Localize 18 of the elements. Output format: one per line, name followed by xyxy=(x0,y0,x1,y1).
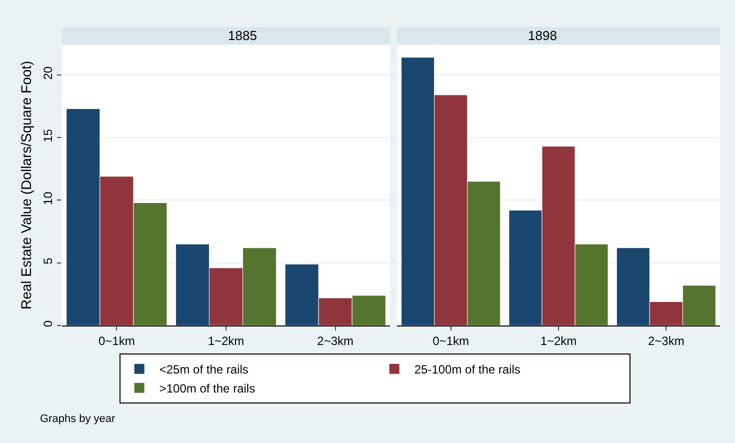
y-tick-label: 0 xyxy=(41,320,56,328)
x-tick-label: 2~3km xyxy=(648,334,684,348)
chart-title: 1885 xyxy=(228,28,257,43)
text: Graphs by year xyxy=(40,413,116,425)
y-tick-label: 5 xyxy=(41,257,56,264)
y-tick-label: 10 xyxy=(41,191,56,206)
legend-label: <25m of the rails xyxy=(159,362,248,377)
y-axis-title: Real Estate Value (Dollars/Square Foot) xyxy=(18,60,34,310)
x-tick-label: 1~2km xyxy=(208,334,244,348)
x-tick-label: 0~1km xyxy=(432,334,470,348)
chart-title: 1898 xyxy=(528,28,557,43)
x-tick-label: 1~2km xyxy=(540,334,577,348)
y-tick-label: 15 xyxy=(41,128,56,142)
legend-label: >100m of the rails xyxy=(159,382,256,396)
x-tick-label: 2~3km xyxy=(317,334,354,348)
legend-label: 25-100m of the rails xyxy=(414,362,520,377)
y-tick-label: 20 xyxy=(41,66,56,80)
x-tick-label: 0~1km xyxy=(98,334,135,348)
